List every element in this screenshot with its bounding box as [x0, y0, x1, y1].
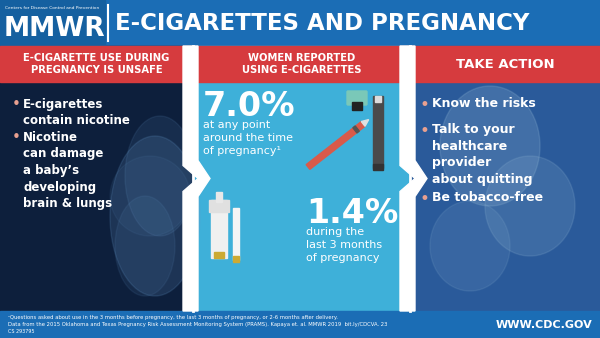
Text: at any point
around the time
of pregnancy¹: at any point around the time of pregnanc… [203, 120, 293, 156]
Text: 1.4%: 1.4% [306, 197, 398, 230]
Bar [216, 192, 222, 202]
Text: Talk to your
healthcare
provider
about quitting: Talk to your healthcare provider about q… [432, 123, 533, 186]
Bar [0, 0, 105, 46]
Ellipse shape [430, 201, 510, 291]
Text: E-cigarettes
contain nicotine: E-cigarettes contain nicotine [23, 98, 130, 127]
Bar [233, 256, 239, 262]
Bar [193, 46, 410, 311]
Text: E-CIGARETTES AND PREGNANCY: E-CIGARETTES AND PREGNANCY [115, 11, 529, 34]
Bar [0, 46, 193, 82]
Bar [211, 200, 227, 258]
Bar [0, 311, 600, 338]
Polygon shape [306, 122, 365, 169]
Text: WWW.CDC.GOV: WWW.CDC.GOV [495, 320, 592, 330]
Ellipse shape [125, 116, 195, 236]
Polygon shape [353, 126, 359, 133]
Text: Know the risks: Know the risks [432, 97, 536, 110]
Ellipse shape [440, 86, 540, 206]
Ellipse shape [115, 196, 175, 296]
Text: •: • [12, 97, 21, 112]
Ellipse shape [485, 156, 575, 256]
Text: TAKE ACTION: TAKE ACTION [455, 57, 554, 71]
Text: Nicotine
can damage
a baby’s
developing
brain & lungs: Nicotine can damage a baby’s developing … [23, 131, 112, 210]
FancyBboxPatch shape [347, 91, 367, 105]
Text: Be tobacco-free: Be tobacco-free [432, 191, 543, 204]
Polygon shape [361, 120, 368, 126]
Polygon shape [400, 46, 427, 311]
Bar [209, 200, 229, 212]
Bar [352, 102, 362, 110]
Text: •: • [420, 96, 430, 114]
Text: Centers for Disease Control and Prevention: Centers for Disease Control and Preventi… [5, 6, 99, 10]
Text: •: • [12, 130, 21, 145]
Ellipse shape [110, 136, 200, 296]
Text: ¹Questions asked about use in the 3 months before pregnancy, the last 3 months o: ¹Questions asked about use in the 3 mont… [8, 315, 388, 327]
Bar [373, 164, 383, 170]
Text: CS 293795: CS 293795 [8, 329, 35, 334]
Text: 7.0%: 7.0% [203, 90, 296, 123]
Text: E-CIGARETTE USE DURING
PREGNANCY IS UNSAFE: E-CIGARETTE USE DURING PREGNANCY IS UNSA… [23, 53, 170, 75]
Bar [375, 96, 381, 102]
Bar [0, 46, 193, 311]
Text: •: • [420, 190, 430, 208]
Bar [193, 46, 410, 82]
Bar [373, 96, 383, 168]
Text: WOMEN REPORTED
USING E-CIGARETTES: WOMEN REPORTED USING E-CIGARETTES [242, 53, 361, 75]
Text: MMWR: MMWR [4, 16, 106, 42]
Bar [410, 46, 600, 311]
Text: during the
last 3 months
of pregnancy: during the last 3 months of pregnancy [306, 227, 382, 263]
Bar [0, 0, 600, 46]
Text: •: • [420, 122, 430, 140]
Ellipse shape [110, 156, 190, 236]
Polygon shape [183, 46, 210, 311]
Bar [233, 208, 239, 260]
Bar [214, 252, 224, 258]
Bar [410, 46, 600, 82]
